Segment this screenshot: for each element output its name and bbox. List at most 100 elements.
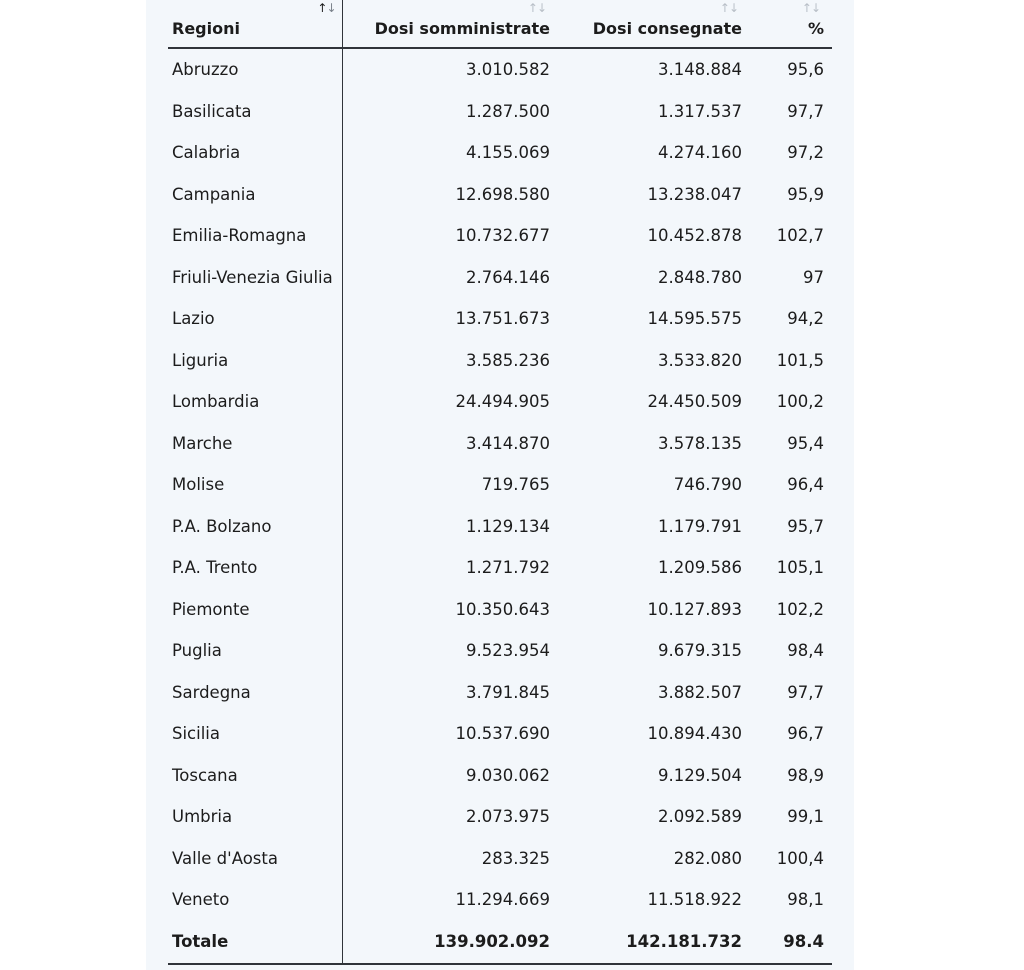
- percent-cell: 102,2: [776, 599, 824, 619]
- percent-cell: 100,2: [776, 392, 824, 412]
- percent-cell: 94,2: [787, 309, 824, 329]
- percent-cell: 105,1: [776, 558, 824, 578]
- table-row: P.A. Bolzano 1.129.134 1.179.791 95,7: [168, 505, 832, 547]
- percent-cell: 95,4: [787, 433, 824, 453]
- percent-cell: 96,4: [787, 475, 824, 495]
- table-row: Marche 3.414.870 3.578.135 95,4: [168, 422, 832, 464]
- sort-arrows-icon[interactable]: ↑↓: [719, 1, 739, 15]
- percent-cell: 101,5: [776, 350, 824, 370]
- administered-cell: 24.494.905: [455, 392, 550, 412]
- total-percent: 98.4: [750, 920, 832, 965]
- delivered-cell: 13.238.047: [647, 184, 742, 204]
- delivered-cell: 10.127.893: [647, 599, 742, 619]
- administered-cell: 9.030.062: [466, 765, 550, 785]
- administered-cell: 3.414.870: [466, 433, 550, 453]
- percent-cell: 98,1: [787, 890, 824, 910]
- percent-cell: 95,9: [787, 184, 824, 204]
- administered-cell: 2.764.146: [466, 267, 550, 287]
- administered-cell: 10.537.690: [455, 724, 550, 744]
- administered-cell: 3.791.845: [466, 682, 550, 702]
- administered-cell: 3.585.236: [466, 350, 550, 370]
- percent-cell: 98,9: [787, 765, 824, 785]
- region-cell: Lazio: [168, 298, 343, 340]
- table-row: Piemonte 10.350.643 10.127.893 102,2: [168, 588, 832, 630]
- region-cell: Campania: [168, 173, 343, 215]
- table-row: Basilicata 1.287.500 1.317.537 97,7: [168, 90, 832, 132]
- table-row: Emilia-Romagna 10.732.677 10.452.878 102,7: [168, 215, 832, 257]
- table-row: Lombardia 24.494.905 24.450.509 100,2: [168, 381, 832, 423]
- region-cell: Molise: [168, 464, 343, 506]
- region-cell: Abruzzo: [168, 48, 343, 91]
- total-label: Totale: [168, 920, 343, 965]
- region-cell: Veneto: [168, 879, 343, 921]
- administered-cell: 2.073.975: [466, 807, 550, 827]
- delivered-cell: 282.080: [673, 848, 742, 868]
- administered-cell: 1.271.792: [466, 558, 550, 578]
- table-row: Calabria 4.155.069 4.274.160 97,2: [168, 132, 832, 174]
- administered-cell: 283.325: [481, 848, 550, 868]
- delivered-cell: 3.533.820: [658, 350, 742, 370]
- administered-cell: 4.155.069: [466, 143, 550, 163]
- table-row: Liguria 3.585.236 3.533.820 101,5: [168, 339, 832, 381]
- administered-cell: 1.287.500: [466, 101, 550, 121]
- delivered-cell: 10.452.878: [647, 226, 742, 246]
- region-cell: Emilia-Romagna: [168, 215, 343, 257]
- delivered-cell: 1.209.586: [658, 558, 742, 578]
- delivered-cell: 3.882.507: [658, 682, 742, 702]
- percent-cell: 97: [803, 267, 824, 287]
- table-row: Friuli-Venezia Giulia 2.764.146 2.848.780 9…: [168, 256, 832, 298]
- column-header-administered[interactable]: ↑↓ Dosi somministrate: [342, 0, 558, 49]
- table-row: Toscana 9.030.062 9.129.504 98,9: [168, 754, 832, 796]
- column-header-percent[interactable]: ↑↓ %: [750, 0, 832, 49]
- table-row: Molise 719.765 746.790 96,4: [168, 464, 832, 506]
- table-row: Veneto 11.294.669 11.518.922 98,1: [168, 879, 832, 921]
- region-cell: P.A. Trento: [168, 547, 343, 589]
- delivered-cell: 3.148.884: [658, 60, 742, 80]
- header-row: ↑↓ Regioni ↑↓ Dosi somministrate ↑↓ Dosi…: [168, 0, 832, 49]
- region-cell: P.A. Bolzano: [168, 505, 343, 547]
- percent-cell: 97,7: [787, 101, 824, 121]
- column-header-label: Dosi somministrate: [374, 19, 550, 38]
- table-row: Abruzzo 3.010.582 3.148.884 95,6: [168, 48, 832, 91]
- column-header-label: %: [807, 19, 824, 38]
- delivered-cell: 1.317.537: [658, 101, 742, 121]
- delivered-cell: 746.790: [673, 475, 742, 495]
- administered-cell: 1.129.134: [466, 516, 550, 536]
- region-cell: Sardegna: [168, 671, 343, 713]
- delivered-cell: 10.894.430: [647, 724, 742, 744]
- total-row: Totale 139.902.092 142.181.732 98.4: [168, 920, 832, 965]
- percent-cell: 96,7: [787, 724, 824, 744]
- region-cell: Valle d'Aosta: [168, 837, 343, 879]
- sort-arrows-icon[interactable]: ↑↓: [527, 1, 547, 15]
- column-header-label: Regioni: [172, 19, 240, 38]
- percent-cell: 97,7: [787, 682, 824, 702]
- column-header-region[interactable]: ↑↓ Regioni: [168, 0, 343, 49]
- delivered-cell: 4.274.160: [658, 143, 742, 163]
- column-header-label: Dosi consegnate: [592, 19, 742, 38]
- percent-cell: 98,4: [787, 641, 824, 661]
- percent-cell: 99,1: [787, 807, 824, 827]
- percent-cell: 97,2: [787, 143, 824, 163]
- region-cell: Toscana: [168, 754, 343, 796]
- delivered-cell: 14.595.575: [647, 309, 742, 329]
- delivered-cell: 24.450.509: [647, 392, 742, 412]
- administered-cell: 719.765: [481, 475, 550, 495]
- percent-cell: 95,6: [787, 60, 824, 80]
- table-panel: ↑↓ Regioni ↑↓ Dosi somministrate ↑↓ Dosi…: [146, 0, 854, 970]
- administered-cell: 13.751.673: [455, 309, 550, 329]
- column-header-delivered[interactable]: ↑↓ Dosi consegnate: [558, 0, 750, 49]
- percent-cell: 95,7: [787, 516, 824, 536]
- region-cell: Umbria: [168, 796, 343, 838]
- sort-arrows-icon[interactable]: ↑↓: [801, 1, 821, 15]
- table-row: Sicilia 10.537.690 10.894.430 96,7: [168, 713, 832, 755]
- sort-arrows-icon[interactable]: ↑↓: [317, 1, 336, 15]
- administered-cell: 12.698.580: [455, 184, 550, 204]
- region-cell: Puglia: [168, 630, 343, 672]
- region-cell: Calabria: [168, 132, 343, 174]
- table-row: Lazio 13.751.673 14.595.575 94,2: [168, 298, 832, 340]
- delivered-cell: 9.129.504: [658, 765, 742, 785]
- table-row: Umbria 2.073.975 2.092.589 99,1: [168, 796, 832, 838]
- region-cell: Sicilia: [168, 713, 343, 755]
- administered-cell: 3.010.582: [466, 60, 550, 80]
- delivered-cell: 1.179.791: [658, 516, 742, 536]
